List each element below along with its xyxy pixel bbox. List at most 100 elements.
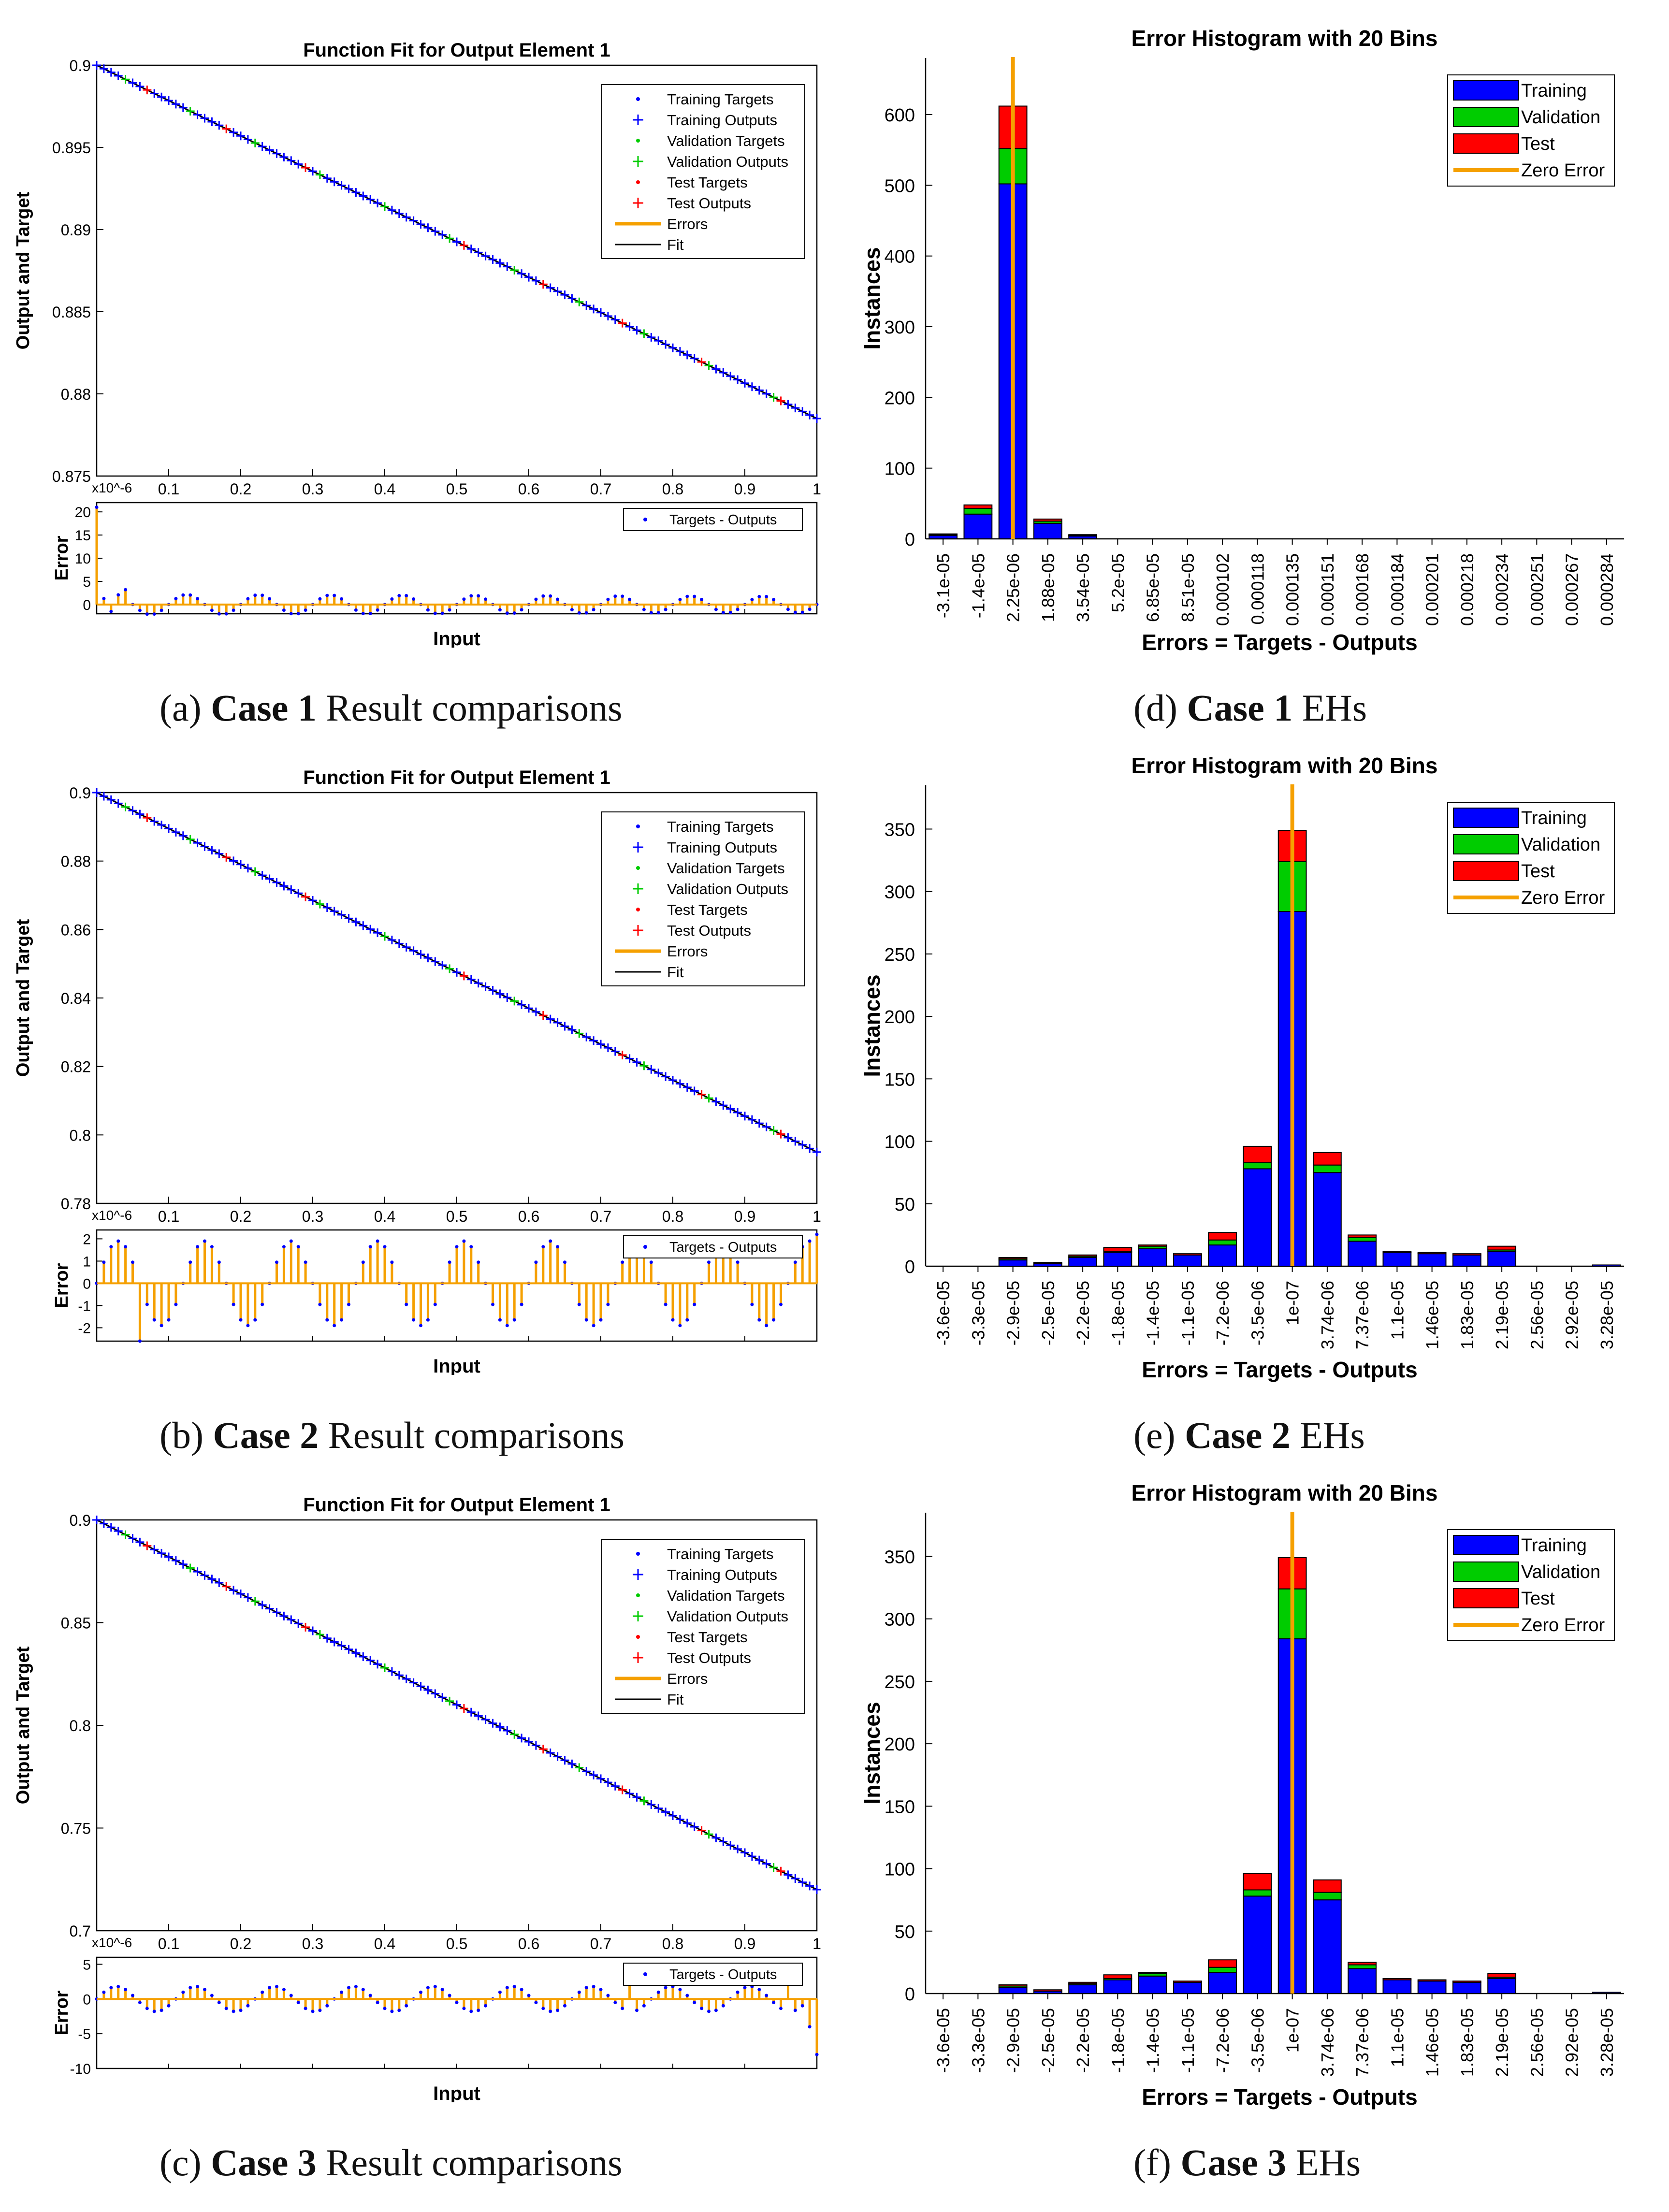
legend-label: Test <box>1521 1589 1555 1609</box>
error-point <box>210 1245 214 1249</box>
error-point <box>678 597 682 601</box>
error-point <box>268 1986 272 1990</box>
x-tick-label: 3.74e-06 <box>1318 2008 1337 2077</box>
error-point <box>664 1302 668 1306</box>
legend-marker <box>633 198 643 208</box>
output-marker <box>510 265 519 275</box>
error-point <box>628 597 632 601</box>
output-marker <box>697 1826 706 1835</box>
output-marker <box>654 1804 663 1813</box>
x-tick-label: -2.9e-05 <box>1003 1281 1023 1345</box>
output-marker <box>805 1144 814 1153</box>
error-point <box>224 612 228 616</box>
error-point <box>800 610 804 614</box>
error-point <box>772 598 776 602</box>
legend-label: Zero Error <box>1521 160 1605 181</box>
output-marker <box>121 75 130 84</box>
output-marker <box>143 813 152 823</box>
error-point <box>808 1239 812 1243</box>
y-axis-label: Instances <box>859 247 885 349</box>
output-marker <box>128 78 137 87</box>
output-marker <box>128 1534 137 1543</box>
bar-training <box>1312 1172 1342 1267</box>
bar-test <box>929 533 958 535</box>
error-point <box>491 1302 494 1306</box>
error-point <box>246 2004 250 2008</box>
legend-marker <box>636 1635 640 1639</box>
error-point <box>138 608 142 612</box>
output-marker <box>164 1552 173 1561</box>
bar-validation <box>1312 1164 1342 1173</box>
output-marker <box>229 856 238 866</box>
output-marker <box>510 997 519 1006</box>
output-marker <box>243 1593 252 1602</box>
output-marker <box>250 138 260 147</box>
x-tick-label: 0.3 <box>302 1935 323 1952</box>
output-marker <box>445 1696 454 1706</box>
error-point <box>549 1239 552 1243</box>
output-marker <box>647 1800 656 1809</box>
error-legend-label: Targets - Outputs <box>669 512 777 528</box>
output-marker <box>359 191 368 201</box>
hist-chart-f: Error Histogram with 20 Bins 0 50 100 150 200… <box>859 1480 1624 2110</box>
output-marker <box>171 1556 180 1565</box>
error-y-tick-label: 10 <box>75 551 91 567</box>
output-marker <box>776 396 785 405</box>
output-marker <box>675 1079 684 1088</box>
y-tick-label: 150 <box>885 1797 915 1817</box>
x-tick-label: 0.000218 <box>1457 553 1477 626</box>
x-tick-label: 0.9 <box>734 1208 755 1225</box>
bar-training <box>963 513 993 539</box>
error-point <box>757 1988 761 1992</box>
y-tick-label: 0.85 <box>61 1615 91 1632</box>
error-point <box>505 1986 509 1990</box>
legend-label: Errors <box>667 1670 708 1687</box>
x-tick-label: 0.9 <box>734 1935 755 1952</box>
output-marker <box>481 1715 490 1724</box>
output-marker <box>186 1563 195 1573</box>
output-marker <box>200 1571 209 1580</box>
output-marker <box>351 1648 361 1658</box>
caption-f: (f) Case 3 EHs <box>1133 2141 1361 2183</box>
bar-training <box>1348 1241 1377 1267</box>
output-marker <box>690 1822 699 1831</box>
chart-title: Error Histogram with 20 Bins <box>1132 26 1438 51</box>
bar-validation <box>1208 1966 1237 1973</box>
error-point <box>793 2009 797 2012</box>
error-point <box>347 1302 350 1306</box>
error-point <box>664 607 668 611</box>
error-y-axis-label: Error <box>52 535 72 580</box>
bar-test <box>1452 1981 1481 1983</box>
error-point <box>808 2025 812 2029</box>
output-marker <box>236 860 245 869</box>
output-marker <box>697 358 706 367</box>
output-marker <box>315 170 324 179</box>
output-marker <box>322 1634 332 1643</box>
output-marker <box>258 1600 267 1609</box>
bar-training <box>1452 1254 1481 1267</box>
legend-swatch <box>1453 1561 1519 1582</box>
error-point <box>772 1318 776 1322</box>
legend-label: Training Targets <box>667 1546 774 1562</box>
error-point <box>232 608 235 612</box>
legend-marker <box>633 883 643 894</box>
output-marker <box>222 853 231 862</box>
output-marker <box>711 1097 721 1106</box>
output-marker <box>610 315 620 324</box>
output-marker <box>495 989 505 998</box>
output-marker <box>272 878 281 887</box>
output-marker <box>740 378 749 388</box>
error-point <box>484 2004 488 2008</box>
output-marker <box>719 1101 728 1110</box>
output-marker <box>143 1541 152 1550</box>
output-marker <box>805 410 814 419</box>
legend-label: Training <box>1521 808 1587 828</box>
bar-training <box>1103 1979 1132 1994</box>
x-tick-label: 2.19e-05 <box>1492 1281 1512 1349</box>
output-marker <box>682 1083 692 1092</box>
error-point <box>649 611 653 615</box>
error-point <box>440 1988 444 1992</box>
chart-title: Error Histogram with 20 Bins <box>1132 753 1438 778</box>
output-marker <box>524 1737 533 1746</box>
output-marker <box>704 361 713 370</box>
